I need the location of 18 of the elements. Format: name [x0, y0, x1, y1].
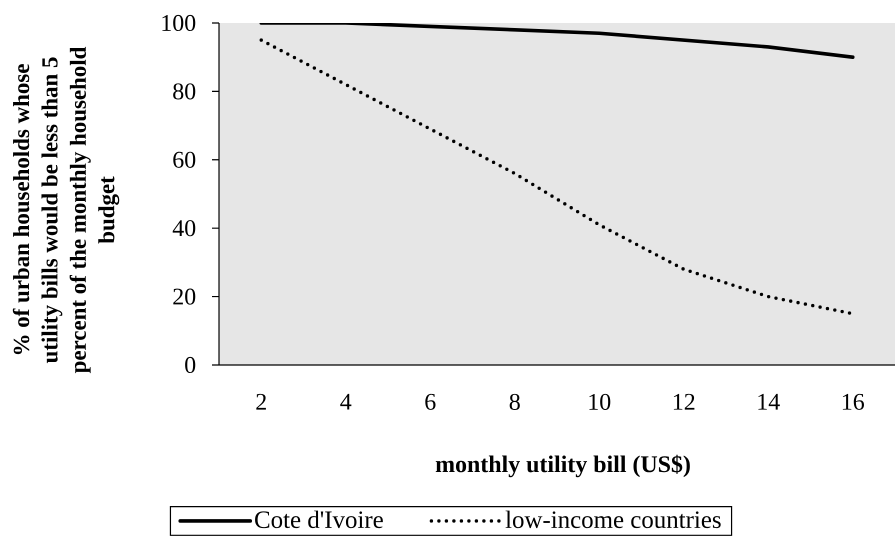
y-tick-label: 80	[173, 83, 196, 100]
x-tick-label: 2	[256, 394, 266, 410]
x-tick-label: 4	[340, 394, 352, 410]
y-tick-label: 60	[173, 152, 196, 168]
x-tick-label: 10	[589, 394, 610, 410]
y-tick-label: 100	[162, 14, 196, 32]
x-tick-label: 12	[674, 394, 694, 410]
legend-label: low-income countries	[506, 510, 721, 528]
y-tick-label: 0	[185, 356, 196, 374]
y-tick-label: 20	[173, 288, 196, 305]
legend-label: Cote d'Ivoire	[255, 510, 383, 528]
x-axis-title: monthly utility bill (US$)	[436, 454, 690, 478]
x-tick-label: 6	[425, 394, 436, 410]
y-axis-title: % of urban households whose utility bills would be less than 5 percent of the monthly household budget	[12, 46, 120, 374]
x-tick-label: 8	[510, 394, 520, 410]
y-tick-label: 40	[172, 220, 196, 236]
x-tick-label: 16	[842, 394, 864, 410]
x-tick-label: 14	[758, 394, 780, 410]
